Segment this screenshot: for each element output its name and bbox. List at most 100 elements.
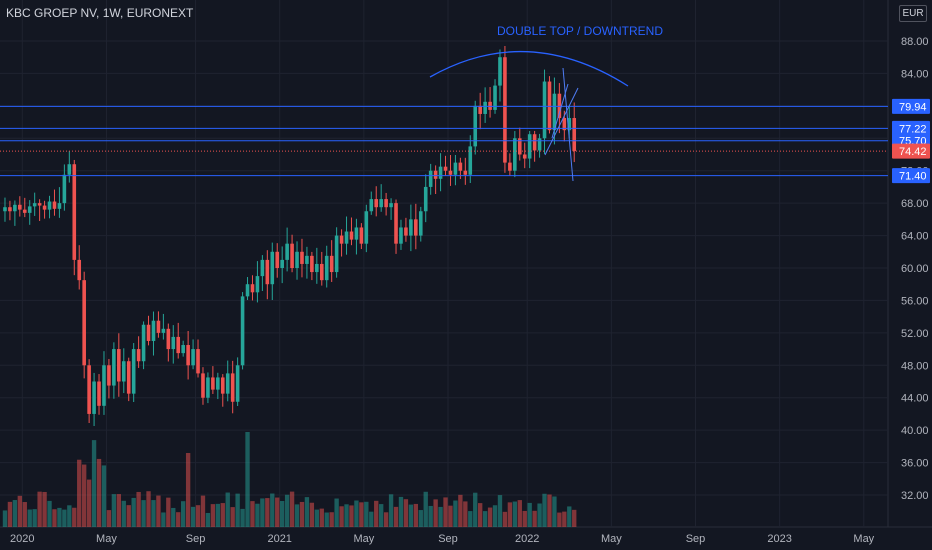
candle-body <box>458 162 463 171</box>
volume-bar <box>185 453 191 527</box>
volume-bar <box>324 512 329 527</box>
volume-bar <box>572 509 577 527</box>
volume-bar <box>126 505 131 527</box>
candle-body <box>156 320 161 333</box>
candle-body <box>117 349 121 382</box>
candle-body <box>344 231 349 244</box>
volume-bar <box>522 510 527 527</box>
candle-body <box>47 201 52 210</box>
volume-bar <box>398 496 404 527</box>
candle-body <box>52 201 57 209</box>
volume-bar <box>27 509 32 527</box>
candle-body <box>364 211 369 244</box>
volume-bar <box>255 503 260 527</box>
volume-bar <box>7 501 13 527</box>
volume-bar <box>413 503 418 527</box>
candle-body <box>206 377 210 398</box>
volume-bar <box>230 507 235 527</box>
volume-bar <box>131 497 136 527</box>
volume-bar <box>349 505 354 527</box>
volume-bar <box>240 508 245 527</box>
candle-body <box>542 81 547 139</box>
price-tick-label: 84.00 <box>901 68 929 80</box>
candle-body <box>359 227 364 244</box>
candle-body <box>42 205 47 210</box>
candle-body <box>270 251 275 285</box>
volume-bar <box>379 504 384 527</box>
candle-body <box>478 105 482 114</box>
volume-bar <box>329 512 334 527</box>
candle-body <box>334 235 339 273</box>
volume-bar <box>121 500 126 527</box>
volume-bar <box>309 502 315 527</box>
candle-body <box>522 154 527 159</box>
candle-body <box>448 170 453 175</box>
time-tick-label: May <box>353 533 374 545</box>
candle-body <box>22 209 27 213</box>
candle-body <box>513 138 517 171</box>
candle-body <box>483 101 487 114</box>
volume-bar <box>235 493 240 527</box>
volume-bar <box>369 511 374 527</box>
candle-body <box>537 138 542 151</box>
candle-body <box>572 118 577 152</box>
candle-body <box>235 365 240 402</box>
volume-bar <box>156 495 161 527</box>
time-axis[interactable]: 2020 May Sep 2021 May Sep 2022 May Sep 2023 May <box>10 533 875 545</box>
volume-bar <box>463 501 468 527</box>
candle-body <box>265 259 270 285</box>
support-resistance-lines <box>0 105 888 177</box>
volume-bar <box>86 479 92 527</box>
volume-bar <box>245 432 250 527</box>
candle-body <box>18 204 22 210</box>
price-tick-label: 68.00 <box>901 198 929 210</box>
volume-bar <box>62 509 67 527</box>
price-tag-label: 74.42 <box>899 146 927 158</box>
candle-body <box>62 174 67 204</box>
candle-body <box>567 118 572 131</box>
volume-bar <box>567 506 572 527</box>
volume-bar <box>492 505 498 527</box>
volume-bar <box>339 506 344 527</box>
time-tick-label: May <box>853 533 874 545</box>
time-tick-label: Sep <box>686 533 706 545</box>
price-tag-label: 77.22 <box>899 123 927 135</box>
candle-body <box>532 134 537 151</box>
volume-bar <box>205 512 211 527</box>
candle-body <box>374 199 379 208</box>
volume-bar <box>161 512 166 527</box>
candles <box>3 46 577 427</box>
candle-body <box>13 204 17 212</box>
time-tick-label: May <box>96 533 117 545</box>
volume-bar <box>116 494 121 527</box>
volume-bar <box>428 505 433 527</box>
price-tick-label: 64.00 <box>901 231 929 243</box>
volume-bar <box>517 500 522 527</box>
candle-body <box>112 349 116 386</box>
candle-body <box>503 57 507 163</box>
candle-body <box>87 365 91 414</box>
double-top-annotation: DOUBLE TOP / DOWNTREND <box>497 24 663 38</box>
time-tick-label: 2023 <box>767 533 791 545</box>
candle-body <box>77 259 82 281</box>
volume-bar <box>403 499 409 527</box>
volume-bar <box>250 501 255 527</box>
volume-bar <box>280 501 285 527</box>
volume-bar <box>42 491 47 527</box>
volume-bar <box>166 497 171 527</box>
volume-bar <box>507 502 513 527</box>
candle-body <box>349 231 354 240</box>
candle-body <box>280 259 284 268</box>
volume-bar <box>2 510 8 527</box>
candle-body <box>166 328 171 350</box>
volume-bar <box>289 491 295 527</box>
candle-body <box>319 263 324 281</box>
volume-bar <box>319 508 324 527</box>
volume-bar <box>502 511 508 527</box>
currency-button[interactable]: EUR <box>899 5 927 22</box>
volume-bar <box>473 492 478 527</box>
candle-body <box>562 118 567 131</box>
